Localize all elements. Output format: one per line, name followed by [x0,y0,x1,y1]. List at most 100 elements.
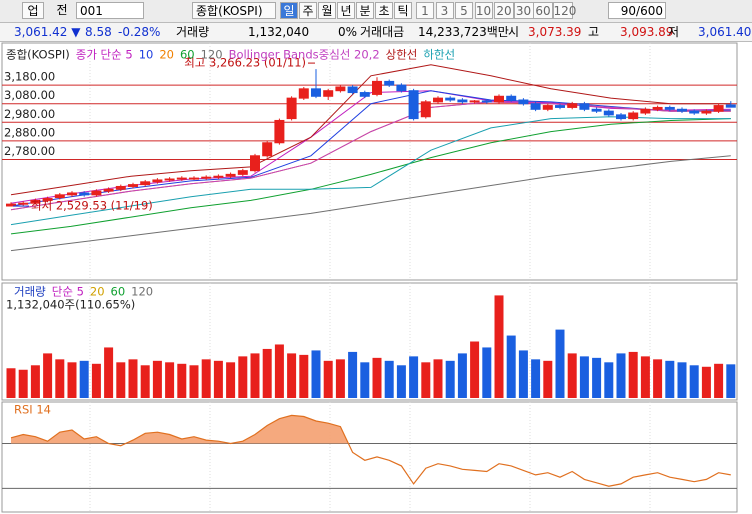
candle-body [603,110,614,116]
volume-bar [518,350,528,398]
candle-body [640,108,651,114]
candle-body [250,155,260,172]
candle-body [176,177,187,180]
volume-bar [165,362,175,398]
y-tick-label: 2,880.00 [4,125,55,139]
candle-body [79,192,90,196]
volume-bar [116,362,126,398]
candle-body [555,105,565,108]
legend-item: 20 [90,285,105,299]
candle-body [396,84,407,92]
volume-bar [482,347,492,398]
volume-bar [470,341,480,398]
candle-body [567,103,578,108]
candle-body [579,103,590,110]
candle-body [298,88,309,99]
quote-item: 시 [508,25,520,39]
candle-body [311,88,321,97]
candle-body [91,190,102,196]
quote-item: 8.58 [85,25,112,39]
candle-body [189,177,199,180]
volume-bar [213,360,223,398]
interval-button[interactable]: 5 [455,2,473,19]
volume-bar [616,353,626,398]
candle-body [713,105,724,112]
period-button[interactable]: 초 [375,2,393,19]
volume-bar [360,362,370,398]
panel-frame [1,401,738,513]
interval-button[interactable]: 1 [416,2,434,19]
volume-bar [18,369,28,398]
volume-bar [372,357,382,398]
candle-body [54,194,65,199]
period-button[interactable]: 월 [318,2,336,19]
candle-body [384,80,395,86]
candle-body [372,80,382,95]
code-input[interactable]: 001 [76,2,144,19]
candle-body [433,97,443,103]
interval-button[interactable]: 20 [494,2,514,19]
candle-body [677,108,687,112]
volume-bar [323,360,333,398]
mode-select[interactable]: 업 [22,2,44,19]
volume-bar [30,365,40,398]
prefix: 전 [56,3,68,17]
volume-bar [189,365,199,398]
quote-item: 3,061.42 ▼ [14,25,81,39]
interval-button[interactable]: 3 [435,2,454,19]
volume-bar [152,360,162,398]
volume-bar [665,360,675,398]
interval-button[interactable]: 10 [474,2,493,19]
volume-bar [409,356,419,398]
period-button[interactable]: 일 [280,2,298,19]
volume-bar [567,353,577,398]
annotation: 최저 2,529.53 (11/19) [31,199,153,213]
candle-body [30,199,41,204]
candle-body [201,176,212,179]
count-box[interactable]: 90/600 [608,2,666,19]
quote-item: 0% [338,25,358,39]
volume-bar [348,351,358,398]
candle-body [457,99,468,103]
legend-item: Bollinger Bands중심선 20,2 [229,48,380,62]
candle-body [530,103,541,110]
volume-bar [421,362,431,398]
candle-body [42,198,53,201]
volume-bar [714,363,724,398]
volume-bar [579,356,589,398]
volume-bar [287,353,297,398]
candle-body [628,112,639,120]
volume-bar [311,350,321,398]
volume-bar [604,362,614,398]
volume-bar [384,360,394,398]
volume-bar [531,359,541,398]
volume-bar [726,364,736,398]
volume-bar [6,368,16,398]
candle-body [408,90,419,120]
legend-item: 10 [139,48,154,62]
volume-bar [701,366,711,398]
volume-bar [506,335,516,398]
candle-body [506,95,517,101]
period-button[interactable]: 틱 [394,2,412,19]
period-button[interactable]: 년 [337,2,355,19]
volume-bar [640,356,650,398]
candle-body [469,100,480,103]
interval-button[interactable]: 60 [533,2,553,19]
volume-bar [104,347,114,398]
period-button[interactable]: 주 [299,2,317,19]
legend-item: 120 [131,285,153,299]
candle-body [262,142,273,157]
candle-body [115,185,126,190]
interval-button[interactable]: 120 [552,2,577,19]
quote-item: 거래량 [176,25,210,39]
candle-body [494,95,504,103]
volume-bar [79,360,89,398]
candle-body [6,203,16,207]
period-button[interactable]: 분 [356,2,374,19]
interval-button[interactable]: 30 [513,2,534,19]
legend-item: 종가 단순 5 [76,48,133,62]
volume-bar [43,353,53,398]
volume-bar [201,359,211,398]
volume-bar [128,359,138,398]
